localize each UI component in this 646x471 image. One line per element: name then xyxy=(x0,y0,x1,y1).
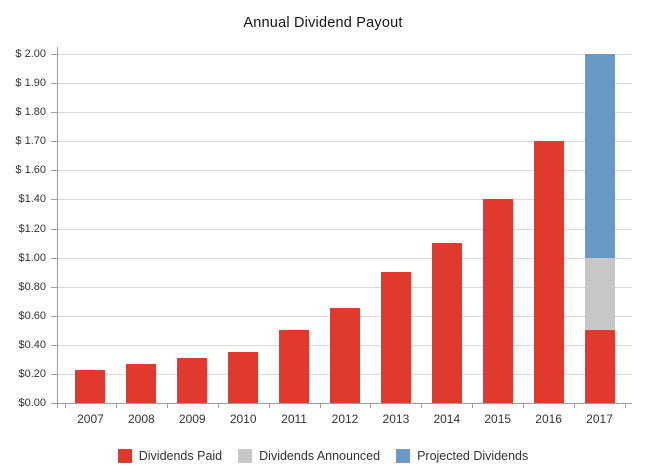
y-axis-line xyxy=(57,47,58,408)
bar-segment-dividends-paid xyxy=(380,272,411,403)
y-axis-tick xyxy=(51,54,57,55)
y-axis-label: $ 1.70 xyxy=(15,135,46,147)
x-axis-tick xyxy=(218,403,219,408)
y-axis-tick xyxy=(51,229,57,230)
gridline xyxy=(57,54,632,55)
x-axis-label: 2009 xyxy=(178,412,206,426)
y-axis-tick xyxy=(51,258,57,259)
x-axis-tick xyxy=(65,403,66,408)
x-axis-tick xyxy=(523,403,524,408)
x-axis-label: 2011 xyxy=(281,412,307,426)
y-axis-label: $0.00 xyxy=(18,397,46,409)
y-axis-label: $ 2.00 xyxy=(15,48,46,60)
gridline xyxy=(57,141,632,142)
gridline xyxy=(57,170,632,171)
y-axis-tick xyxy=(51,141,57,142)
x-axis-tick xyxy=(472,403,473,408)
y-axis-label: $1.20 xyxy=(18,223,46,235)
x-axis-tick xyxy=(370,403,371,408)
gridline xyxy=(57,229,632,230)
x-axis-tick xyxy=(421,403,422,408)
y-axis-label: $0.60 xyxy=(18,310,46,322)
gridline xyxy=(57,258,632,259)
gridline xyxy=(57,83,632,84)
legend: Dividends Paid Dividends Announced Project… xyxy=(0,447,646,465)
y-axis-tick xyxy=(51,170,57,171)
x-axis-label: 2013 xyxy=(382,412,410,426)
y-axis-tick xyxy=(51,83,57,84)
x-axis-tick xyxy=(269,403,270,408)
x-axis-tick xyxy=(574,403,575,408)
x-axis-label: 2014 xyxy=(433,412,461,426)
bar-segment-dividends-paid xyxy=(177,357,208,403)
gridline xyxy=(57,112,632,113)
legend-label: Dividends Announced xyxy=(259,449,381,463)
y-axis-tick xyxy=(51,112,57,113)
x-axis-line xyxy=(57,403,632,404)
x-axis-tick xyxy=(116,403,117,408)
x-axis-tick xyxy=(167,403,168,408)
gridline xyxy=(57,287,632,288)
x-axis-label: 2012 xyxy=(331,412,359,426)
y-axis-label: $ 1.80 xyxy=(15,106,46,118)
bar-segment-dividends-paid xyxy=(126,363,157,403)
gridline xyxy=(57,199,632,200)
x-axis-label: 2010 xyxy=(229,412,257,426)
legend-item-projected-dividends: Projected Dividends xyxy=(396,449,528,463)
bar-segment-dividends-paid xyxy=(279,330,310,403)
y-axis-tick xyxy=(51,287,57,288)
y-axis-label: $0.40 xyxy=(18,339,46,351)
x-axis-label: 2015 xyxy=(484,412,512,426)
y-axis-label: $1.40 xyxy=(18,193,46,205)
x-axis-tick xyxy=(320,403,321,408)
y-axis-tick xyxy=(51,345,57,346)
y-axis-label: $0.20 xyxy=(18,368,46,380)
legend-swatch-icon xyxy=(396,449,411,463)
x-axis-label: 2017 xyxy=(586,412,613,426)
bar-segment-dividends-paid xyxy=(482,199,513,403)
bar-segment-dividends-paid xyxy=(75,369,106,403)
bar-segment-dividends-paid xyxy=(228,352,259,403)
y-axis-tick xyxy=(51,374,57,375)
x-axis-label: 2016 xyxy=(535,412,562,426)
legend-item-dividends-announced: Dividends Announced xyxy=(238,449,380,463)
y-axis-tick xyxy=(51,316,57,317)
legend-swatch-icon xyxy=(117,449,132,463)
x-axis-label: 2007 xyxy=(77,412,104,426)
bar-segment-dividends-paid xyxy=(330,308,360,403)
legend-item-dividends-paid: Dividends Paid xyxy=(117,449,223,463)
legend-label: Dividends Paid xyxy=(138,449,223,463)
y-axis-label: $1.00 xyxy=(18,252,46,264)
y-axis-label: $0.80 xyxy=(18,281,46,293)
chart-title: Annual Dividend Payout xyxy=(243,15,403,31)
legend-label: Projected Dividends xyxy=(417,449,529,463)
bar-segment-dividends-paid xyxy=(533,141,564,403)
x-axis-label: 2008 xyxy=(128,412,155,426)
y-axis-label: $ 1.60 xyxy=(15,164,46,176)
bar-segment-dividends-paid xyxy=(584,330,615,403)
legend-swatch-icon xyxy=(238,449,253,463)
y-axis-label: $ 1.90 xyxy=(15,77,46,89)
bar-segment-dividends-paid xyxy=(431,243,462,403)
bar-segment-projected-dividends xyxy=(584,54,615,258)
x-axis-tick xyxy=(625,403,626,408)
y-axis-tick xyxy=(51,199,57,200)
y-axis-tick xyxy=(51,403,57,404)
bar-segment-dividends-announced xyxy=(584,257,615,331)
